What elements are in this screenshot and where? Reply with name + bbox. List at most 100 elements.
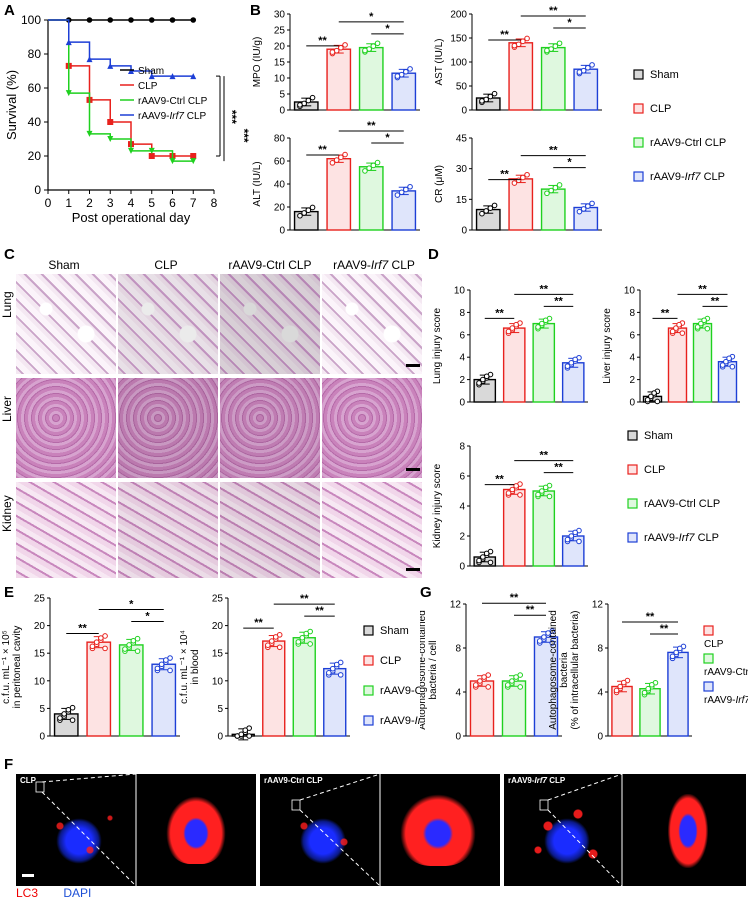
data-point — [483, 373, 490, 380]
y-tick-label: 8 — [455, 644, 461, 655]
y-tick-label: 100 — [21, 13, 41, 27]
micrograph-liver-irf7 — [322, 378, 422, 478]
data-point — [542, 484, 549, 491]
data-point — [541, 634, 547, 640]
data-point — [576, 538, 582, 545]
y-tick-label: 6 — [629, 330, 635, 341]
micrograph-kidney-sham — [16, 482, 116, 578]
micrograph-liver-clp — [118, 378, 218, 478]
legend-label: Sham — [650, 69, 679, 81]
y-axis-label: Liver injury score — [602, 308, 613, 384]
legend-label: Sham — [138, 66, 164, 77]
data-point — [130, 637, 137, 644]
data-point — [549, 640, 556, 646]
sig-label: ** — [78, 623, 87, 635]
y-tick-label: 12 — [450, 600, 462, 611]
y-tick-label: 0 — [34, 183, 41, 197]
legend-label: CLP — [138, 81, 158, 92]
data-point — [329, 160, 336, 166]
data-point — [295, 639, 302, 645]
data-point — [134, 648, 141, 654]
legend-label: CLP — [380, 655, 401, 667]
y-tick-label: 20 — [274, 203, 286, 214]
data-point — [487, 93, 494, 100]
legend-swatch — [703, 653, 714, 664]
data-point — [374, 40, 381, 47]
data-point — [589, 200, 595, 207]
bar — [508, 178, 534, 231]
col-label-clp: CLP — [154, 258, 178, 272]
y-tick-label: 80 — [28, 47, 42, 61]
data-point — [93, 639, 100, 645]
sig-label: ** — [661, 307, 670, 319]
data-point — [694, 324, 701, 330]
data-point — [673, 325, 679, 331]
data-point — [669, 328, 676, 335]
data-point — [524, 35, 530, 42]
y-tick-label: 5 — [279, 90, 285, 101]
data-point — [679, 330, 686, 336]
legend-swatch — [363, 625, 374, 636]
micrograph-lung-ctrl — [220, 274, 320, 374]
legend-swatch — [703, 681, 714, 692]
data-point — [407, 183, 413, 190]
x-tick-label: 6 — [169, 196, 176, 210]
data-point — [190, 17, 197, 23]
sig-label: ** — [500, 169, 509, 181]
y-tick-label: 4 — [597, 688, 603, 699]
y-tick-label: 4 — [455, 688, 461, 699]
legend-label: rAAV9-Irf7 CLP — [644, 532, 719, 544]
data-point — [65, 39, 72, 46]
data-point — [163, 657, 169, 663]
sig-label: ** — [539, 283, 548, 295]
data-point — [272, 634, 279, 640]
bar — [151, 663, 177, 737]
data-point — [504, 682, 511, 688]
sig-label: *** — [225, 110, 239, 124]
bar — [508, 42, 534, 111]
lc3-label: LC3 — [16, 886, 39, 900]
y-tick-label: 0 — [279, 106, 285, 117]
data-point — [723, 358, 729, 365]
legend-label: rAAV9-Ctrl CLP — [644, 498, 720, 510]
data-point — [374, 159, 381, 166]
data-point — [648, 393, 654, 400]
y-tick-label: 25 — [34, 594, 46, 605]
data-point — [305, 97, 312, 104]
data-point — [651, 390, 657, 396]
sig-label: ** — [495, 474, 504, 486]
bar — [667, 651, 689, 737]
data-point — [644, 396, 651, 403]
micrograph-kidney-irf7 — [322, 482, 422, 578]
bar — [469, 680, 495, 737]
data-point — [303, 630, 310, 637]
y-axis-label: Survival (%) — [4, 70, 19, 140]
data-point — [568, 533, 575, 539]
data-point — [268, 638, 275, 644]
data-point — [513, 674, 519, 680]
data-point — [698, 320, 704, 327]
data-point — [297, 102, 303, 108]
legend-label: CLP — [704, 639, 724, 650]
data-point — [539, 488, 545, 494]
sig-label: ** — [254, 617, 263, 629]
data-point — [299, 634, 306, 641]
sig-label: * — [369, 11, 374, 23]
y-tick-label: 10 — [624, 286, 636, 297]
data-point — [246, 733, 252, 739]
data-point — [701, 317, 707, 324]
data-point — [342, 151, 348, 158]
y-tick-label: 0 — [629, 398, 635, 409]
y-tick-label: 5 — [39, 704, 45, 715]
sig-label: ** — [554, 295, 563, 307]
legend-label: Sham — [644, 430, 673, 442]
zoomed-autophagosome — [166, 796, 226, 864]
scale-bar — [22, 874, 34, 877]
data-point — [704, 325, 711, 332]
micrograph-liver-sham — [16, 378, 116, 478]
data-point — [301, 210, 307, 216]
data-point — [329, 665, 336, 672]
y-tick-label: 10 — [212, 676, 224, 687]
bar — [326, 48, 352, 111]
data-point — [407, 66, 413, 72]
